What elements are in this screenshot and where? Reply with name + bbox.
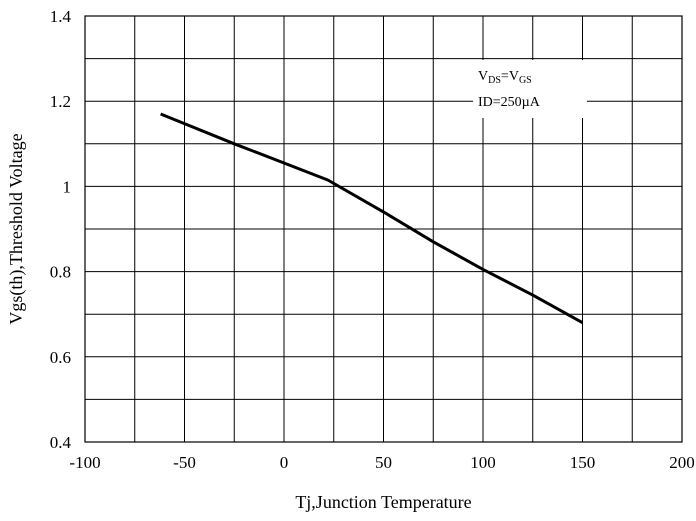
x-axis-label: Tj,Junction Temperature <box>295 492 471 512</box>
ann-sub-gs: GS <box>519 75 532 86</box>
x-tick-label: -50 <box>173 453 196 472</box>
x-tick-label: 50 <box>375 453 392 472</box>
ann-v1: V <box>478 69 488 84</box>
grid <box>84 15 683 443</box>
annotation-id-current: ID=250µA <box>478 95 541 110</box>
x-tick-label: 200 <box>669 453 695 472</box>
y-tick-label: 0.4 <box>50 433 72 452</box>
x-tick-label: -100 <box>69 453 100 472</box>
x-tick-label: 150 <box>570 453 596 472</box>
tick-labels: -100 -50 0 50 100 150 200 0.4 0.6 0.8 1 1.2 1.4 <box>50 7 695 472</box>
y-tick-label: 0.8 <box>50 263 71 282</box>
x-tick-label: 100 <box>470 453 496 472</box>
plot-border <box>84 15 683 443</box>
ann-eq: =V <box>501 69 519 84</box>
annotation-vds-vgs: VDS=VGS <box>478 69 532 86</box>
y-tick-label: 1 <box>63 177 72 196</box>
y-tick-label: 1.4 <box>50 7 72 26</box>
annotation-background <box>473 60 587 118</box>
y-axis-label: Vgs(th),Threshold Voltage <box>6 133 27 324</box>
x-tick-label: 0 <box>280 453 289 472</box>
y-tick-label: 1.2 <box>50 92 71 111</box>
series-group <box>160 112 584 325</box>
series-line <box>160 112 584 325</box>
ann-sub-ds: DS <box>488 75 501 86</box>
legend-annotation: VDS=VGS ID=250µA <box>473 60 587 118</box>
y-tick-label: 0.6 <box>50 348 71 367</box>
